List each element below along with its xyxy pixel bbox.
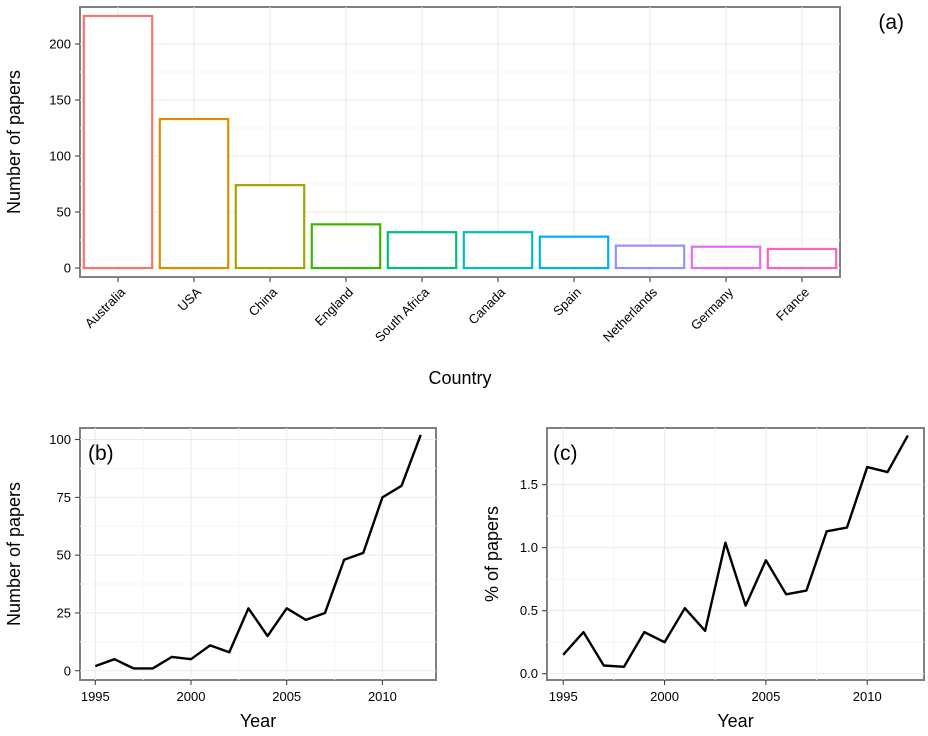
panel-tag: (b) bbox=[88, 442, 114, 465]
x-tick-label: France bbox=[773, 285, 812, 324]
bar bbox=[82, 14, 154, 270]
x-tick-label: 2010 bbox=[368, 689, 397, 704]
y-tick-label: 25 bbox=[57, 605, 71, 620]
y-axis-title: % of papers bbox=[482, 506, 502, 602]
x-tick-label: 1995 bbox=[549, 689, 578, 704]
bar bbox=[766, 247, 838, 270]
x-tick-label: USA bbox=[175, 284, 205, 314]
x-tick-label: Netherlands bbox=[600, 284, 661, 345]
series-line bbox=[562, 434, 909, 668]
panel-a-country-bar-chart: 0 50 100 150 200 Australia USA China England Sout… bbox=[4, 6, 904, 388]
bar bbox=[234, 184, 306, 270]
panel-tag: (c) bbox=[553, 442, 578, 465]
x-tick-label: 2000 bbox=[177, 689, 206, 704]
bar bbox=[310, 223, 382, 270]
x-tick-label: Germany bbox=[688, 284, 737, 333]
x-tick-label: Canada bbox=[465, 284, 508, 327]
y-tick-label: 0 bbox=[64, 663, 71, 678]
y-axis-title: Number of papers bbox=[4, 482, 24, 626]
x-tick-label: 1995 bbox=[81, 689, 110, 704]
y-axis-title: Number of papers bbox=[4, 70, 24, 214]
x-tick-label: South Africa bbox=[372, 284, 433, 345]
x-tick-label: 2005 bbox=[272, 689, 301, 704]
y-tick-label: 0.5 bbox=[520, 603, 538, 618]
y-tick-label: 50 bbox=[57, 205, 71, 220]
bar bbox=[386, 231, 458, 270]
panel-tag: (a) bbox=[878, 11, 904, 34]
bar bbox=[462, 231, 534, 270]
bar bbox=[158, 117, 230, 270]
series-line bbox=[94, 434, 422, 670]
x-axis-title: Country bbox=[428, 368, 491, 388]
y-tick-label: 150 bbox=[49, 92, 71, 107]
y-tick-label: 50 bbox=[57, 548, 71, 563]
panel-c-percent-papers-line-chart: 0.0 0.5 1.0 1.5 1995 2000 2005 2010 Year % of pap… bbox=[482, 427, 925, 731]
plot-background bbox=[546, 427, 925, 681]
panel-b-papers-per-year-line-chart: 0 25 50 75 100 1995 2000 2005 2010 Year Number of … bbox=[4, 427, 437, 731]
bar bbox=[538, 235, 610, 270]
y-tick-label: 0 bbox=[64, 261, 71, 276]
x-tick-label: Australia bbox=[82, 284, 129, 331]
bar bbox=[614, 244, 686, 270]
plot-background bbox=[79, 427, 437, 681]
y-tick-label: 200 bbox=[49, 36, 71, 51]
x-tick-label: 2005 bbox=[751, 689, 780, 704]
bar bbox=[690, 245, 762, 270]
x-tick-label: Spain bbox=[550, 285, 584, 319]
x-axis-title: Year bbox=[717, 711, 753, 731]
x-tick-label: 2000 bbox=[650, 689, 679, 704]
x-tick-label: 2010 bbox=[853, 689, 882, 704]
y-tick-label: 1.5 bbox=[520, 477, 538, 492]
y-tick-label: 100 bbox=[49, 432, 71, 447]
x-tick-label: England bbox=[312, 285, 356, 329]
y-tick-label: 1.0 bbox=[520, 540, 538, 555]
y-tick-label: 0.0 bbox=[520, 666, 538, 681]
y-tick-label: 100 bbox=[49, 149, 71, 164]
y-tick-label: 75 bbox=[57, 490, 71, 505]
x-axis-title: Year bbox=[240, 711, 276, 731]
x-tick-label: China bbox=[245, 284, 280, 319]
